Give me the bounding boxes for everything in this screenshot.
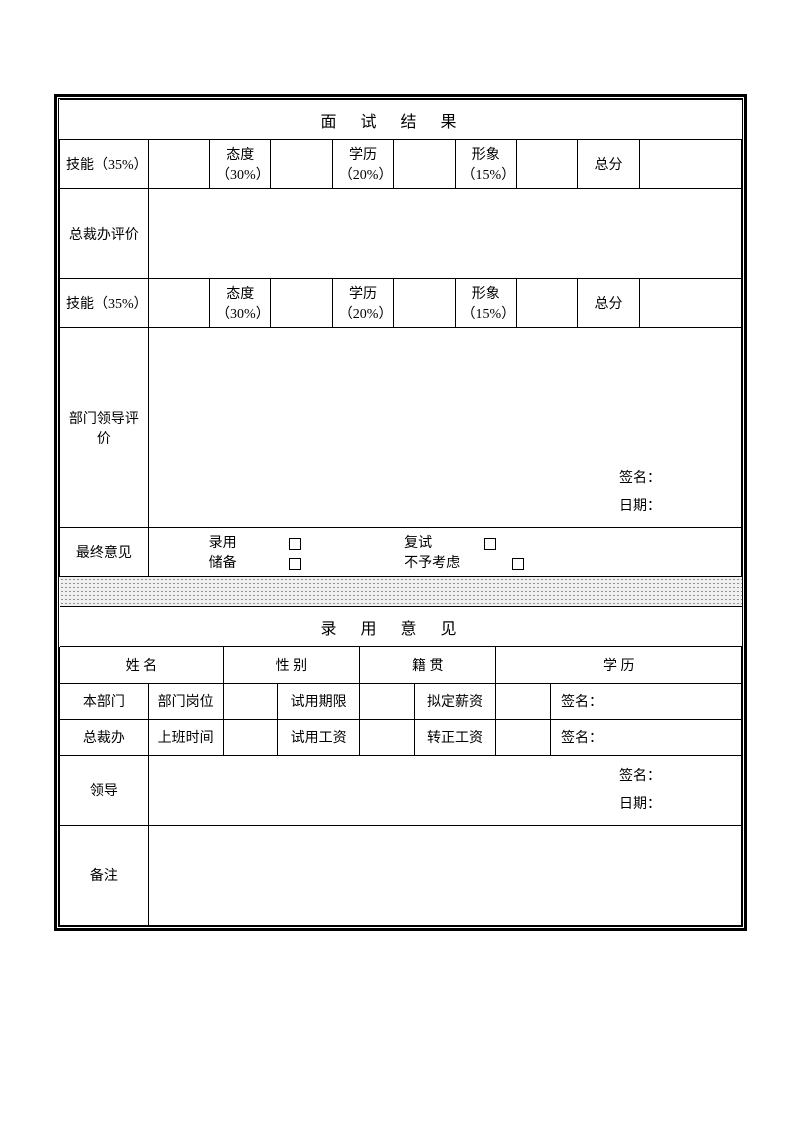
value-regular-salary[interactable] xyxy=(496,719,551,755)
option-reject-label: 不予考虑 xyxy=(404,552,460,572)
dept-eval-row: 部门领导评价 签名： 日期： xyxy=(60,328,742,528)
checkbox-icon xyxy=(484,538,496,550)
value-remark[interactable] xyxy=(148,825,741,925)
value-leader[interactable]: 签名： 日期： xyxy=(148,755,741,825)
dept-eval-sig-block: 签名： 日期： xyxy=(619,465,661,521)
sig-label-2: 签名： xyxy=(619,763,661,791)
label-dept-eval: 部门领导评价 xyxy=(60,328,149,528)
section1-title: 面试结果 xyxy=(60,100,742,140)
s2-office-row: 总裁办 上班时间 试用工资 转正工资 签名： xyxy=(60,719,742,755)
label-trial-period: 试用期限 xyxy=(278,683,360,719)
label-dept-post: 部门岗位 xyxy=(148,683,223,719)
score-row-1: 技能（35%） 态度（30%） 学历（20%） 形象（15%） 总分 xyxy=(60,140,742,189)
value-skill-2[interactable] xyxy=(148,279,209,328)
option-hire[interactable]: 录用 xyxy=(209,532,351,552)
final-row: 最终意见 录用 复试 储备 不予考虑 xyxy=(60,528,742,577)
section2-title: 录用意见 xyxy=(60,607,742,647)
value-dept-eval[interactable]: 签名： 日期： xyxy=(148,328,741,528)
label-skill-2: 技能（35%） xyxy=(60,279,149,328)
label-regular-salary: 转正工资 xyxy=(414,719,496,755)
value-proposed-salary[interactable] xyxy=(496,683,551,719)
label-skill-1: 技能（35%） xyxy=(60,140,149,189)
s2-header-row: 姓 名 性 别 籍 贯 学 历 xyxy=(60,647,742,683)
label-total-2: 总分 xyxy=(578,279,639,328)
value-total-2[interactable] xyxy=(639,279,741,328)
value-attitude-1[interactable] xyxy=(271,140,332,189)
value-attitude-2[interactable] xyxy=(271,279,332,328)
leader-sig-block: 签名： 日期： xyxy=(619,763,661,819)
dept-sign[interactable]: 签名： xyxy=(550,683,741,719)
label-work-time: 上班时间 xyxy=(148,719,223,755)
label-dept: 本部门 xyxy=(60,683,149,719)
section2-table: 姓 名 性 别 籍 贯 学 历 本部门 部门岗位 试用期限 拟定薪资 签名： xyxy=(59,647,742,926)
option-retest-label: 复试 xyxy=(404,532,432,552)
page: 面试结果 技能（35%） 态度（30%） 学历（20%） 形象（15%） 总分 xyxy=(0,0,793,1122)
divider-row xyxy=(60,577,742,607)
label-office: 总裁办 xyxy=(60,719,149,755)
label-proposed-salary: 拟定薪资 xyxy=(414,683,496,719)
inner-frame: 面试结果 技能（35%） 态度（30%） 学历（20%） 形象（15%） 总分 xyxy=(58,98,743,927)
date-label-2: 日期： xyxy=(619,791,661,819)
value-president-eval[interactable] xyxy=(148,189,741,279)
value-image-1[interactable] xyxy=(516,140,577,189)
label-edu: 学 历 xyxy=(496,647,742,683)
section2-title-row: 录用意见 xyxy=(60,607,742,647)
label-education-1: 学历（20%） xyxy=(332,140,393,189)
label-name: 姓 名 xyxy=(60,647,224,683)
value-trial-salary[interactable] xyxy=(360,719,415,755)
value-image-2[interactable] xyxy=(516,279,577,328)
value-work-time[interactable] xyxy=(223,719,278,755)
label-trial-salary: 试用工资 xyxy=(278,719,360,755)
label-image-1: 形象（15%） xyxy=(455,140,516,189)
date-label-1: 日期： xyxy=(619,493,661,521)
label-education-2: 学历（20%） xyxy=(332,279,393,328)
option-retest[interactable]: 复试 xyxy=(404,532,546,552)
score-row-2: 技能（35%） 态度（30%） 学历（20%） 形象（15%） 总分 xyxy=(60,279,742,328)
value-dept-post[interactable] xyxy=(223,683,278,719)
s2-leader-row: 领导 签名： 日期： xyxy=(60,755,742,825)
final-options: 录用 复试 储备 不予考虑 xyxy=(148,528,741,577)
value-education-1[interactable] xyxy=(394,140,455,189)
label-leader: 领导 xyxy=(60,755,149,825)
label-native: 籍 贯 xyxy=(360,647,496,683)
value-education-2[interactable] xyxy=(394,279,455,328)
option-reject[interactable]: 不予考虑 xyxy=(404,552,574,572)
label-remark: 备注 xyxy=(60,825,149,925)
value-total-1[interactable] xyxy=(639,140,741,189)
label-attitude-1: 态度（30%） xyxy=(210,140,271,189)
form-table: 面试结果 技能（35%） 态度（30%） 学历（20%） 形象（15%） 总分 xyxy=(59,99,742,647)
office-sign[interactable]: 签名： xyxy=(550,719,741,755)
section1-title-row: 面试结果 xyxy=(60,100,742,140)
option-hire-label: 录用 xyxy=(209,532,237,552)
option-reserve[interactable]: 储备 xyxy=(209,552,351,572)
label-final: 最终意见 xyxy=(60,528,149,577)
label-attitude-2: 态度（30%） xyxy=(210,279,271,328)
label-gender: 性 别 xyxy=(223,647,359,683)
label-image-2: 形象（15%） xyxy=(455,279,516,328)
sig-label-1: 签名： xyxy=(619,465,661,493)
checkbox-icon xyxy=(289,558,301,570)
checkbox-icon xyxy=(512,558,524,570)
value-trial-period[interactable] xyxy=(360,683,415,719)
checkbox-icon xyxy=(289,538,301,550)
outer-frame: 面试结果 技能（35%） 态度（30%） 学历（20%） 形象（15%） 总分 xyxy=(54,94,747,931)
option-reserve-label: 储备 xyxy=(209,552,237,572)
s2-dept-row: 本部门 部门岗位 试用期限 拟定薪资 签名： xyxy=(60,683,742,719)
divider xyxy=(60,577,742,607)
label-total-1: 总分 xyxy=(578,140,639,189)
value-skill-1[interactable] xyxy=(148,140,209,189)
label-president-eval: 总裁办评价 xyxy=(60,189,149,279)
president-eval-row: 总裁办评价 xyxy=(60,189,742,279)
s2-remark-row: 备注 xyxy=(60,825,742,925)
